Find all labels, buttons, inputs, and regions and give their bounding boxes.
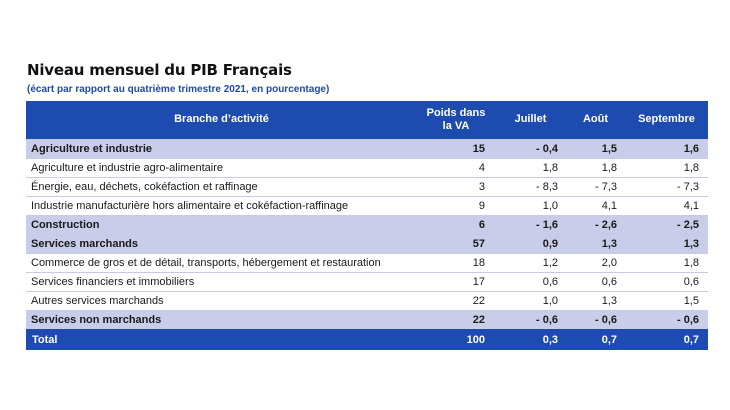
table-row: Commerce de gros et de détail, transport… (26, 252, 708, 272)
cell-july: - 0,6 (495, 309, 566, 329)
cell-july: 1,0 (495, 290, 566, 310)
cell-label: Construction (26, 214, 417, 234)
cell-label: Services non marchands (26, 309, 417, 329)
cell-july: 1,2 (495, 252, 566, 272)
cell-september: 1,5 (625, 290, 708, 310)
total-august: 0,7 (601, 333, 617, 346)
total-july: 0,3 (542, 333, 558, 346)
cell-weight: 22 (417, 309, 495, 329)
cell-august: 1,8 (566, 157, 625, 177)
cell-label: Autres services marchands (26, 290, 417, 310)
header-branch: Branche d’activité (174, 113, 269, 126)
header-weight-line1: Poids dans (426, 106, 486, 119)
cell-july: - 8,3 (495, 176, 566, 196)
cell-august: - 7,3 (566, 176, 625, 196)
cell-september: - 0,6 (625, 309, 708, 329)
cell-weight: 15 (417, 138, 495, 158)
header-july: Juillet (514, 113, 547, 126)
cell-september: 4,1 (625, 195, 708, 215)
cell-september: 0,6 (625, 271, 708, 291)
cell-september: 1,6 (625, 138, 708, 158)
cell-july: 0,6 (495, 271, 566, 291)
header-september: Septembre (638, 113, 695, 126)
cell-september: 1,8 (625, 157, 708, 177)
table-row: Énergie, eau, déchets, cokéfaction et ra… (26, 176, 708, 196)
cell-label: Agriculture et industrie (26, 138, 417, 158)
cell-august: 1,3 (566, 290, 625, 310)
cell-july: - 0,4 (495, 138, 566, 158)
table-subtitle: (écart par rapport au quatrième trimestr… (27, 84, 330, 95)
table-row: Industrie manufacturière hors alimentair… (26, 195, 708, 215)
cell-label: Commerce de gros et de détail, transport… (26, 252, 417, 272)
total-row: Total 100 0,3 0,7 0,7 (26, 329, 708, 350)
cell-july: - 1,6 (495, 214, 566, 234)
cell-august: 1,3 (566, 233, 625, 253)
cell-weight: 18 (417, 252, 495, 272)
cell-weight: 6 (417, 214, 495, 234)
table-row: Autres services marchands 22 1,0 1,3 1,5 (26, 290, 708, 310)
cell-label: Industrie manufacturière hors alimentair… (26, 195, 417, 215)
cell-september: - 2,5 (625, 214, 708, 234)
cell-august: - 0,6 (566, 309, 625, 329)
cell-august: 2,0 (566, 252, 625, 272)
table-row-group: Construction 6- 1,6- 2,6- 2,5 (26, 214, 708, 234)
header-weight: Poids dans la VA (417, 101, 495, 139)
cell-july: 0,9 (495, 233, 566, 253)
cell-september: 1,3 (625, 233, 708, 253)
total-label: Total (32, 333, 58, 346)
table-title: Niveau mensuel du PIB Français (27, 61, 292, 79)
gdp-table: Branche d’activité Poids dans la VA Juill… (26, 101, 708, 350)
cell-september: - 7,3 (625, 176, 708, 196)
table-row-group: Services non marchands 22- 0,6- 0,6- 0,6 (26, 309, 708, 329)
cell-july: 1,8 (495, 157, 566, 177)
cell-weight: 4 (417, 157, 495, 177)
cell-weight: 17 (417, 271, 495, 291)
cell-label: Services financiers et immobiliers (26, 271, 417, 291)
table-row: Agriculture et industrie agro-alimentair… (26, 157, 708, 177)
total-weight: 100 (466, 333, 485, 346)
header-weight-line2: la VA (442, 119, 470, 132)
cell-july: 1,0 (495, 195, 566, 215)
cell-september: 1,8 (625, 252, 708, 272)
cell-label: Services marchands (26, 233, 417, 253)
cell-august: - 2,6 (566, 214, 625, 234)
cell-weight: 22 (417, 290, 495, 310)
cell-august: 4,1 (566, 195, 625, 215)
table-row: Services financiers et immobiliers 17 0,6 0… (26, 271, 708, 291)
header-august: Août (582, 113, 609, 126)
total-september: 0,7 (683, 333, 699, 346)
cell-august: 0,6 (566, 271, 625, 291)
table-row-group: Services marchands 57 0,9 1,3 1,3 (26, 233, 708, 253)
cell-august: 1,5 (566, 138, 625, 158)
cell-weight: 57 (417, 233, 495, 253)
cell-weight: 9 (417, 195, 495, 215)
header-row: Branche d’activité Poids dans la VA Juill… (26, 101, 708, 139)
table-row-group: Agriculture et industrie 15- 0,4 1,5 1,6 (26, 138, 708, 158)
cell-label: Énergie, eau, déchets, cokéfaction et ra… (26, 176, 417, 196)
cell-weight: 3 (417, 176, 495, 196)
cell-label: Agriculture et industrie agro-alimentair… (26, 157, 417, 177)
